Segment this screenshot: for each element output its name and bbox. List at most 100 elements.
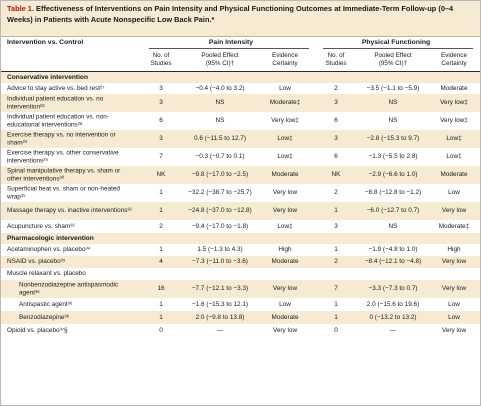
pain-pooled-effect: −7.3 (−11.0 to −3.6) — [192, 258, 248, 266]
function-studies: 2 — [334, 189, 338, 197]
function-studies: 3 — [334, 135, 338, 143]
pain-studies: 0 — [159, 327, 163, 335]
header-function-studies: No. of Studies — [325, 52, 347, 67]
pain-studies: 2 — [159, 222, 163, 230]
function-studies: 2 — [334, 258, 338, 266]
function-studies: 1 — [334, 313, 338, 321]
table-row: Exercise therapy vs. other conservative … — [1, 148, 480, 166]
function-studies: 6 — [334, 117, 338, 125]
function-studies: 2 — [334, 84, 338, 92]
table-row: Benzodiazepine³⁶ 1 2.0 (−9.8 to 13.8) Moder… — [1, 311, 480, 324]
header-bottom-rule — [1, 71, 480, 72]
section-header-row: Conservative intervention — [1, 72, 480, 83]
pain-evidence-certainty: Low‡ — [277, 135, 293, 143]
pain-studies: 1 — [159, 246, 163, 254]
intervention-label: NSAID vs. placebo³⁵ — [7, 258, 66, 266]
function-pooled-effect: 0 (−13.2 to 13.2) — [369, 313, 417, 321]
intervention-label: Superficial heat vs. sham or non-heated … — [7, 185, 120, 200]
pain-studies: 4 — [159, 258, 163, 266]
function-pooled-effect: NS — [388, 117, 398, 125]
function-pooled-effect: −1.9 (−4.8 to 1.0) — [368, 246, 418, 254]
header-function-certainty: Evidence Certainty — [441, 52, 467, 67]
pain-evidence-certainty: Very low‡ — [271, 117, 299, 125]
section-header-row: Pharmacologic intervention — [1, 233, 480, 244]
pain-studies: 7 — [159, 153, 163, 161]
function-header-rule — [323, 48, 473, 49]
function-evidence-certainty: Low‡ — [446, 153, 462, 161]
pain-pooled-effect: −7.7 (−12.1 to −3.3) — [191, 285, 249, 293]
pain-pooled-effect: — — [216, 327, 224, 335]
section-label: Pharmacologic intervention — [7, 234, 94, 242]
pain-pooled-effect: −9.4 (−17.0 to −1.8) — [191, 222, 249, 230]
function-studies: 0 — [334, 327, 338, 335]
table-row: Opioid vs. placebo³⁷§ 0 — Very low 0 — Very lo… — [1, 324, 480, 338]
function-evidence-certainty: Very low — [441, 327, 467, 335]
pain-evidence-certainty: High — [278, 246, 292, 254]
function-pooled-effect: −3.5 (−1.1 to −5.9) — [366, 84, 420, 92]
pain-evidence-certainty: Moderate — [271, 171, 299, 179]
function-evidence-certainty: Very low‡ — [440, 117, 468, 125]
table-row: Spinal manipulative therapy vs. sham or … — [1, 166, 480, 184]
intervention-label: Acetaminophen vs. placebo³⁴ — [7, 246, 91, 254]
pain-pooled-effect: 0.6 (−11.5 to 12.7) — [194, 135, 246, 143]
header-pain-pooled: Pooled Effect (95% CI)† — [201, 52, 239, 67]
function-studies: 1 — [334, 300, 338, 308]
function-evidence-certainty: Low — [448, 300, 460, 308]
function-pooled-effect: −6.0 (−12.7 to 0.7) — [366, 207, 420, 215]
pain-studies: 1 — [159, 189, 163, 197]
table-row: NSAID vs. placebo³⁵ 4 −7.3 (−11.0 to −3.6)… — [1, 256, 480, 268]
table-row: Acupuncture vs. sham³³ 2 −9.4 (−17.0 to −1… — [1, 220, 480, 233]
pain-pooled-effect: −0.4 (−4.0 to 3.2) — [195, 84, 245, 92]
pain-studies: 6 — [159, 117, 163, 125]
function-evidence-certainty: Low — [448, 189, 460, 197]
pain-pooled-effect: NS — [215, 117, 225, 125]
pain-pooled-effect: 2.0 (−9.8 to 13.8) — [195, 313, 245, 321]
function-pooled-effect: −2.8 (−15.3 to 9.7) — [366, 135, 420, 143]
intervention-label: Advice to stay active vs. bed rest²⁷ — [7, 84, 105, 92]
function-pooled-effect: 2.0 (−15.6 to 19.6) — [366, 300, 420, 308]
header-function-pooled: Pooled Effect (95% CI)† — [374, 52, 412, 67]
intervention-label: Massage therapy vs. inactive interventio… — [7, 207, 132, 215]
function-evidence-certainty: Very low — [441, 258, 467, 266]
pain-studies: 16 — [157, 285, 165, 293]
function-pooled-effect: −2.9 (−6.6 to 1.0) — [368, 171, 418, 179]
header-intervention: Intervention vs. Control — [7, 39, 84, 46]
function-evidence-certainty: Very low — [441, 207, 467, 215]
pain-studies: 3 — [159, 84, 163, 92]
table-row: Acetaminophen vs. placebo³⁴ 1 1.5 (−1.3 to… — [1, 244, 480, 256]
intervention-label: Exercise therapy vs. other conservative … — [7, 149, 119, 164]
pain-evidence-certainty: Low‡ — [277, 153, 293, 161]
pain-pooled-effect: −9.8 (−17.0 to −2.5) — [191, 171, 249, 179]
function-pooled-effect: NS — [388, 99, 398, 107]
intervention-label: Acupuncture vs. sham³³ — [7, 222, 75, 230]
table-row: Massage therapy vs. inactive interventio… — [1, 202, 480, 220]
pain-pooled-effect: −0.3 (−0.7 to 0.1) — [195, 153, 245, 161]
intervention-label: Benzodiazepine³⁶ — [19, 313, 70, 321]
table-row: Individual patient education vs. non-edu… — [1, 112, 480, 130]
function-pooled-effect: −8.8 (−12.8 to −1.2) — [364, 189, 422, 197]
pain-studies: 1 — [159, 207, 163, 215]
pain-evidence-certainty: Very low — [272, 327, 298, 335]
pain-evidence-certainty: Very low — [272, 207, 298, 215]
column-group-header: Intervention vs. Control Pain Intensity … — [1, 37, 480, 49]
intervention-label: Individual patient education vs. no inte… — [7, 95, 104, 110]
pain-evidence-certainty: Moderate — [271, 258, 299, 266]
pain-header-rule — [149, 48, 309, 49]
function-pooled-effect: −1.3 (−5.5 to 2.8) — [368, 153, 418, 161]
pain-evidence-certainty: Low — [279, 84, 291, 92]
section-label: Conservative intervention — [7, 73, 88, 81]
pain-pooled-effect: −1.6 (−15.3 to 12.1) — [191, 300, 249, 308]
function-studies: 3 — [334, 99, 338, 107]
pain-studies: 1 — [159, 313, 163, 321]
table-title: Table 1. Effectiveness of Interventions … — [1, 1, 480, 37]
intervention-label: Nonbenzodiazepine antispasmodic agent³⁶ — [19, 281, 119, 296]
function-evidence-certainty: Low — [448, 313, 460, 321]
pain-studies: 1 — [159, 300, 163, 308]
function-studies: NK — [331, 171, 341, 179]
function-pooled-effect: −8.4 (−12.1 to −4.8) — [364, 258, 422, 266]
intervention-label: Individual patient education vs. non-edu… — [7, 113, 109, 128]
intervention-label: Opioid vs. placebo³⁷§ — [7, 327, 68, 335]
intervention-label: Spinal manipulative therapy vs. sham or … — [7, 167, 121, 182]
pain-pooled-effect: −24.8 (−37.0 to −12.8) — [188, 207, 252, 215]
